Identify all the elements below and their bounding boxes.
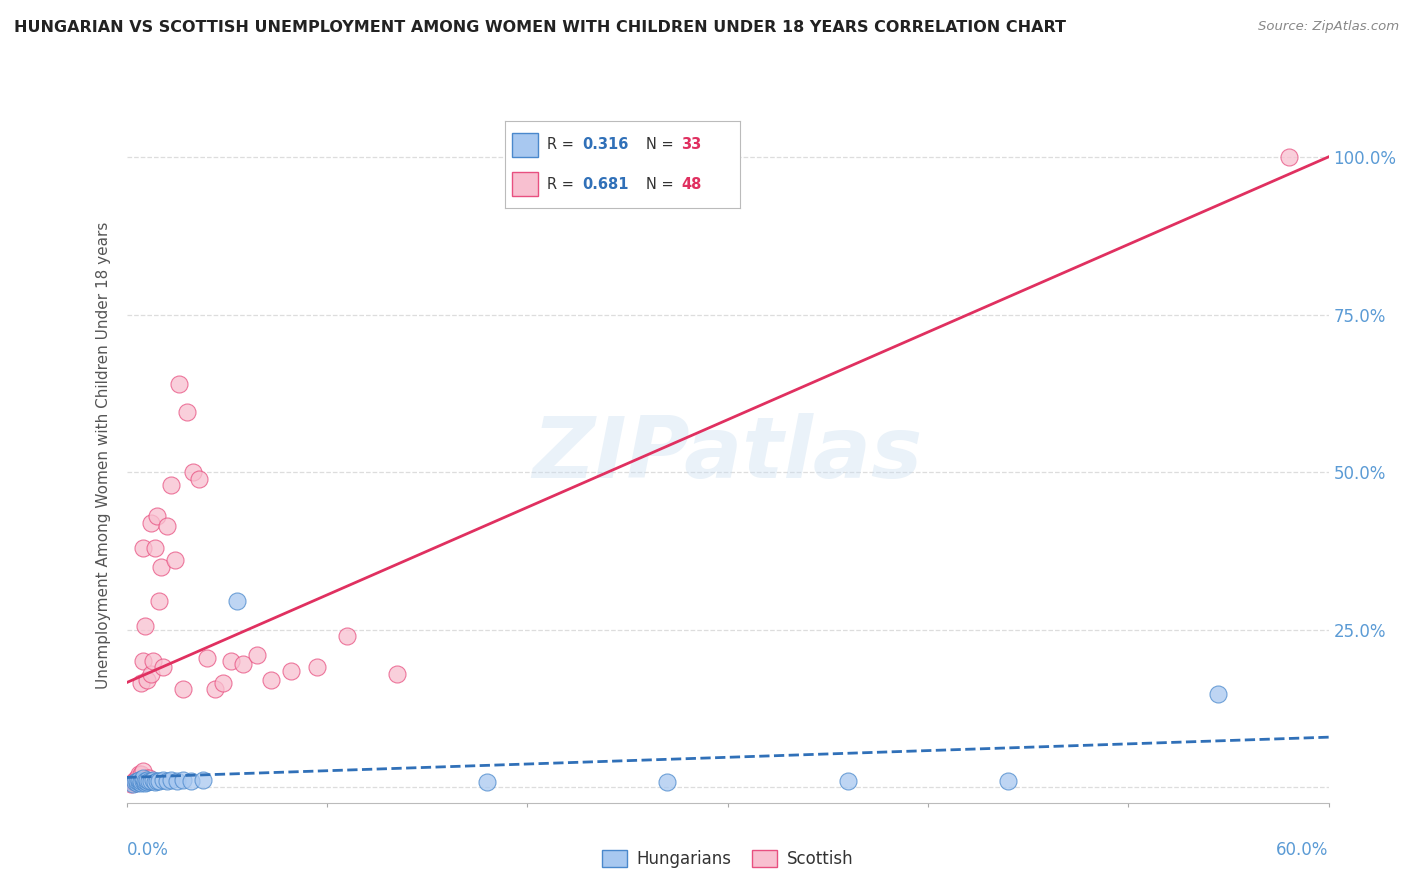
Point [125,773,148,788]
Point [211,676,233,690]
Point [475,775,498,789]
Point [142,773,165,788]
Point [176,405,198,419]
Point [225,594,247,608]
Point [143,541,166,555]
Point [128,767,150,781]
Point [131,774,153,789]
Point [129,775,152,789]
Point [159,478,181,492]
Point [135,673,157,687]
Text: Source: ZipAtlas.com: Source: ZipAtlas.com [1258,20,1399,33]
Point [152,772,174,787]
Point [129,767,152,781]
Point [134,773,156,788]
Point [143,775,166,789]
Point [145,509,167,524]
Point [134,619,156,633]
Point [204,682,226,697]
Point [145,773,167,788]
Point [121,775,143,789]
Point [155,518,177,533]
Point [155,773,177,788]
Point [131,771,153,785]
Point [139,666,162,681]
Point [124,772,146,787]
Legend: Hungarians, Scottish: Hungarians, Scottish [595,843,860,874]
Point [142,654,165,668]
Point [1208,687,1230,701]
Point [131,654,153,668]
Y-axis label: Unemployment Among Women with Children Under 18 years: Unemployment Among Women with Children U… [96,221,111,689]
Point [260,673,283,687]
Point [246,648,269,662]
Point [837,773,859,788]
Point [134,773,156,788]
Point [148,774,170,789]
Point [163,553,186,567]
Point [219,654,242,668]
Text: 60.0%: 60.0% [1277,840,1329,859]
Point [128,773,150,788]
Point [131,541,153,555]
Point [172,682,194,697]
Point [336,629,359,643]
Point [167,377,190,392]
Point [128,771,150,785]
Point [124,775,146,789]
Point [138,773,160,788]
Point [125,771,148,785]
Point [195,651,218,665]
Point [125,775,148,789]
Point [148,594,170,608]
Point [129,676,152,690]
Point [1277,150,1299,164]
Point [139,516,162,530]
Point [232,657,254,672]
Point [135,775,157,789]
Point [166,773,188,788]
Point [385,666,408,681]
Point [120,777,142,791]
Point [129,773,152,788]
Point [657,775,679,789]
Point [135,772,157,787]
Point [152,660,174,674]
Point [187,471,209,485]
Point [121,777,143,791]
Point [128,772,150,787]
Point [129,773,152,788]
Point [181,465,204,479]
Point [997,773,1019,788]
Point [180,773,202,788]
Point [125,776,148,790]
Point [135,771,157,785]
Point [149,559,172,574]
Text: HUNGARIAN VS SCOTTISH UNEMPLOYMENT AMONG WOMEN WITH CHILDREN UNDER 18 YEARS CORR: HUNGARIAN VS SCOTTISH UNEMPLOYMENT AMONG… [14,20,1066,35]
Text: 0.0%: 0.0% [127,840,169,859]
Point [138,771,160,785]
Point [305,660,328,674]
Point [172,772,194,787]
Point [191,772,214,787]
Point [159,772,181,787]
Point [134,775,156,789]
Text: ZIPatlas: ZIPatlas [533,413,922,497]
Point [139,774,162,789]
Point [124,776,146,790]
Point [280,664,302,678]
Point [128,775,150,789]
Point [131,764,153,779]
